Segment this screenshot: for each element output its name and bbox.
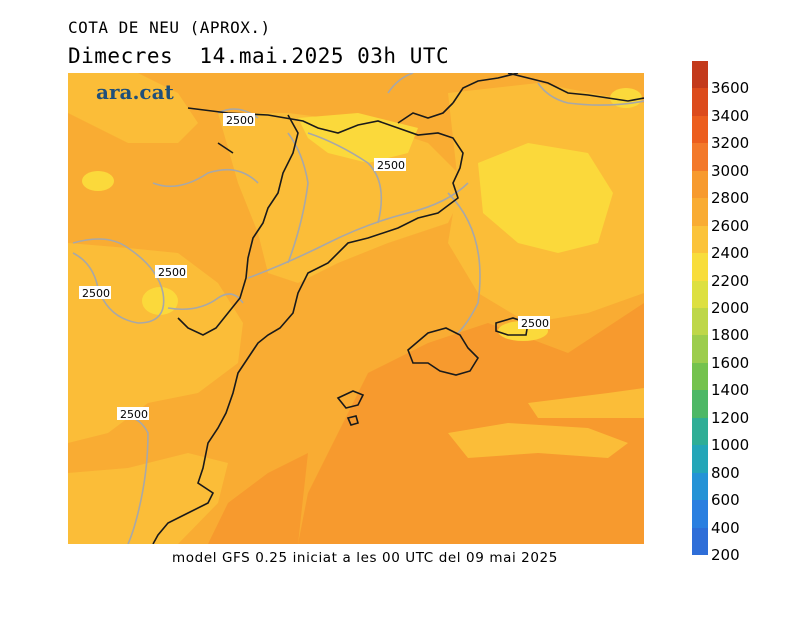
legend-label: 1000 [711,436,750,455]
svg-text:2500: 2500 [521,317,549,330]
contour-label-3: 2500 [155,265,187,279]
legend-label: 3400 [711,106,750,125]
legend-swatch [692,143,708,172]
legend-label: 2800 [711,189,750,208]
field-yellow-inland [142,287,178,315]
legend-swatch [692,390,708,419]
field-light-lower [68,453,228,544]
legend-label: 1200 [711,408,750,427]
legend-label: 400 [711,518,740,537]
model-run-note: model GFS 0.25 iniciat a les 00 UTC del … [172,550,558,566]
contour-label-6: 2500 [117,407,149,421]
legend-label: 1400 [711,381,750,400]
snow-level-map: 2500 2500 2500 2500 2500 2500 ara.cat [68,73,644,544]
legend-label: 3000 [711,161,750,180]
legend-swatch [692,170,708,199]
legend-label: 2200 [711,271,750,290]
legend-label: 3200 [711,134,750,153]
legend-swatch [692,500,708,529]
legend-label: 3600 [711,79,750,98]
field-light-north [218,113,468,283]
field-yellow-northeast [478,143,613,253]
legend-swatch [692,225,708,254]
legend-label: 800 [711,463,740,482]
legend-swatch [692,61,708,89]
legend-swatch [692,335,708,364]
legend-label: 1800 [711,326,750,345]
svg-text:2500: 2500 [120,408,148,421]
field-yellow-pyrenees [298,113,418,163]
legend-label: 2600 [711,216,750,235]
contour-label-5: 2500 [518,316,550,330]
field-yellow-northwest [68,73,198,143]
svg-text:2500: 2500 [158,266,186,279]
field-orange-south [208,453,308,544]
ara-cat-logo: ara.cat [96,80,175,104]
balearic-islands [336,317,529,426]
legend-label: 2400 [711,244,750,263]
field-light-west [68,243,243,443]
legend-swatch [692,417,708,446]
legend-swatch [692,445,708,474]
color-legend [692,61,708,556]
map-subtitle: Dimecres 14.mai.2025 03h UTC [68,44,450,68]
legend-swatch [692,527,708,556]
legend-swatch [692,88,708,117]
svg-text:2500: 2500 [82,287,110,300]
legend-swatch [692,280,708,309]
contour-label-1: 2500 [223,113,255,127]
legend-swatch [692,253,708,282]
field-yellow-north-dot [82,171,114,191]
svg-text:2500: 2500 [226,114,254,127]
legend-label: 1600 [711,353,750,372]
legend-swatch [692,198,708,227]
legend-swatch [692,362,708,391]
region-borders [72,73,644,544]
legend-label: 200 [711,546,740,564]
svg-text:2500: 2500 [377,159,405,172]
contour-label-4: 2500 [79,286,111,300]
legend-swatch [692,472,708,501]
map-title: COTA DE NEU (APROX.) [68,18,271,37]
field-light-band [528,388,644,418]
legend-label: 2000 [711,299,750,317]
field-light-strip [448,423,628,458]
contour-label-2: 2500 [374,158,406,172]
legend-swatch [692,115,708,144]
field-orange-southeast [298,303,644,544]
legend-swatch [692,308,708,336]
coastlines [152,73,644,544]
legend-label: 600 [711,491,740,510]
